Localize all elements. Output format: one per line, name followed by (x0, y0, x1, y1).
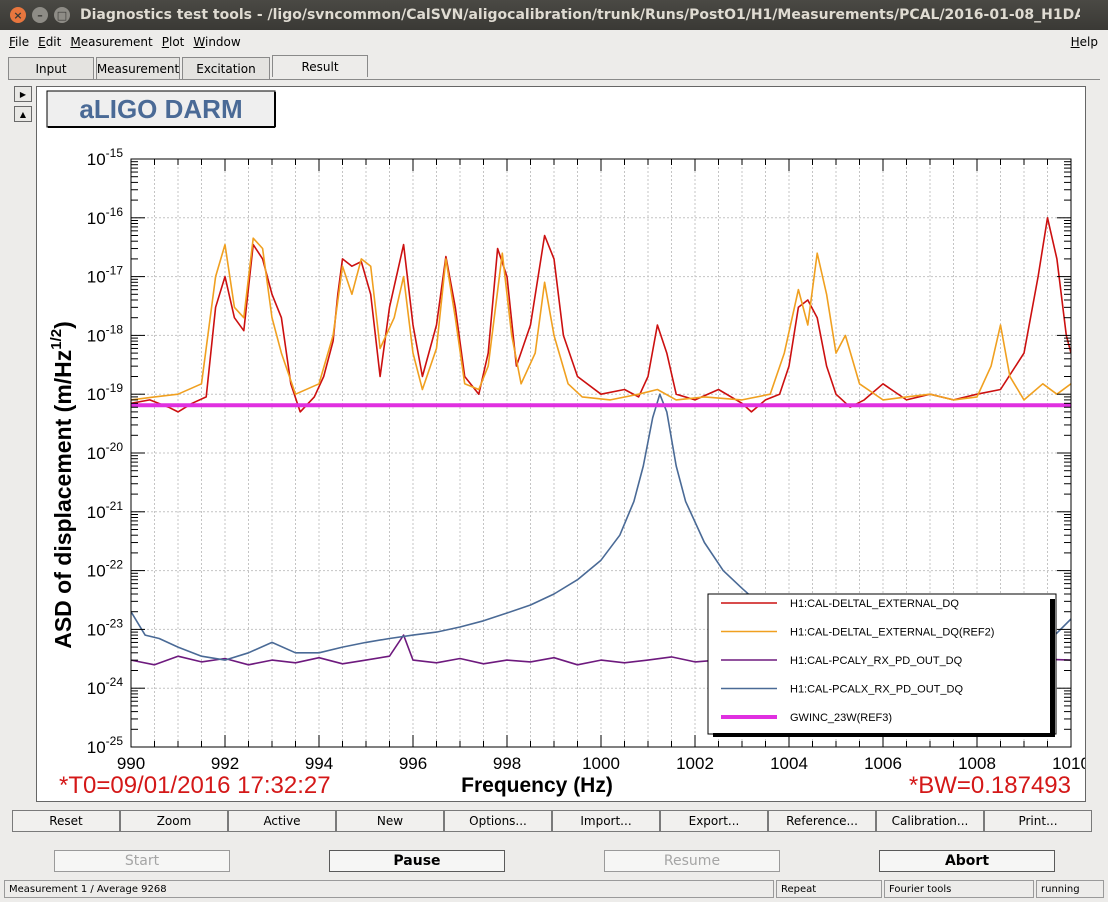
x-tick-label: 992 (211, 754, 239, 773)
window-title: Diagnostics test tools - /ligo/svncommon… (80, 7, 1080, 23)
x-tick-label: 1010 (1052, 754, 1085, 773)
legend-entry: H1:CAL-DELTAL_EXTERNAL_DQ (790, 598, 959, 610)
options-button[interactable]: Options... (444, 810, 552, 832)
zoom-button[interactable]: Zoom (120, 810, 228, 832)
status-tools: Fourier tools (884, 880, 1034, 898)
y-tick-label: 10-22 (87, 558, 124, 581)
y-tick-label: 10-15 (87, 146, 124, 169)
menu-bar: File Edit Measurement Plot Window Help (0, 30, 1108, 53)
t0-label: *T0=09/01/2016 17:32:27 (59, 772, 331, 799)
legend-entry: H1:CAL-PCALX_RX_PD_OUT_DQ (790, 684, 963, 696)
y-tick-label: 10-17 (87, 264, 124, 287)
plot-badge: aLIGO DARM (79, 94, 242, 124)
legend-box (707, 593, 1057, 735)
tab-input[interactable]: Input (8, 57, 94, 79)
y-tick-label: 10-20 (87, 440, 124, 463)
tab-measurement[interactable]: Measurement (96, 57, 180, 79)
maximize-icon[interactable]: □ (54, 7, 70, 23)
x-tick-label: 994 (305, 754, 333, 773)
export-button[interactable]: Export... (660, 810, 768, 832)
active-button[interactable]: Active (228, 810, 336, 832)
import-button[interactable]: Import... (552, 810, 660, 832)
y-axis-label-end: ) (50, 321, 76, 329)
abort-button[interactable]: Abort (879, 850, 1055, 872)
reference-button[interactable]: Reference... (768, 810, 876, 832)
new-button[interactable]: New (336, 810, 444, 832)
status-repeat: Repeat (776, 880, 882, 898)
x-tick-label: 1000 (582, 754, 620, 773)
status-measurement: Measurement 1 / Average 9268 (4, 880, 774, 898)
x-tick-label: 1002 (676, 754, 714, 773)
menu-help[interactable]: Help (1070, 34, 1098, 49)
plot-button-row: Reset Zoom Active New Options... Import.… (12, 810, 1096, 832)
title-bar: × – □ Diagnostics test tools - /ligo/svn… (0, 0, 1108, 30)
control-row: Start Pause Resume Abort (0, 850, 1108, 874)
x-tick-label: 990 (117, 754, 145, 773)
menu-window[interactable]: Window (193, 34, 241, 49)
y-axis-label: ASD of displacement (m/Hz1/2) (48, 321, 76, 649)
pause-button[interactable]: Pause (329, 850, 505, 872)
arrow-up-icon[interactable]: ▲ (14, 106, 32, 122)
y-tick-label: 10-16 (87, 205, 124, 228)
x-tick-label: 1008 (958, 754, 996, 773)
y-tick-label: 10-23 (87, 616, 124, 639)
tab-divider (8, 79, 1100, 80)
print-button[interactable]: Print... (984, 810, 1092, 832)
resume-button[interactable]: Resume (604, 850, 780, 872)
minimize-icon[interactable]: – (32, 7, 48, 23)
tab-result[interactable]: Result (272, 55, 368, 77)
series-line-1 (131, 237, 1071, 401)
x-axis-label: Frequency (Hz) (461, 774, 613, 797)
status-state: running (1036, 880, 1104, 898)
badge-box (46, 90, 276, 128)
y-tick-label: 10-21 (87, 499, 124, 522)
reset-button[interactable]: Reset (12, 810, 120, 832)
x-tick-label: 998 (493, 754, 521, 773)
bw-label: *BW=0.187493 (909, 772, 1071, 799)
x-tick-label: 1006 (864, 754, 902, 773)
y-tick-label: 10-18 (87, 322, 124, 345)
y-axis-label-sup: 1/2 (48, 329, 65, 350)
legend[interactable]: H1:CAL-DELTAL_EXTERNAL_DQ H1:CAL-DELTAL_E… (707, 593, 1057, 737)
ticks: 990 992 994 996 998 1000 1002 1004 1006 1008 1010 1… (87, 146, 1085, 773)
menu-file[interactable]: File (9, 34, 30, 49)
menu-plot[interactable]: Plot (161, 34, 185, 49)
y-tick-label: 10-24 (87, 675, 124, 698)
tab-bar: Input Measurement Excitation Result (8, 55, 370, 79)
start-button[interactable]: Start (54, 850, 230, 872)
close-icon[interactable]: × (10, 7, 26, 23)
legend-entry: H1:CAL-PCALY_RX_PD_OUT_DQ (790, 655, 963, 667)
y-tick-label: 10-19 (87, 381, 124, 404)
tab-excitation[interactable]: Excitation (182, 57, 270, 79)
x-tick-label: 996 (399, 754, 427, 773)
calibration-button[interactable]: Calibration... (876, 810, 984, 832)
menu-edit[interactable]: Edit (38, 34, 62, 49)
legend-entry: H1:CAL-DELTAL_EXTERNAL_DQ(REF2) (790, 627, 994, 639)
y-tick-label: 10-25 (87, 734, 124, 757)
y-axis-label-main: ASD of displacement (m/Hz (50, 350, 76, 649)
plot-pad[interactable]: 990 992 994 996 998 1000 1002 1004 1006 1008 1010 1… (36, 86, 1086, 802)
arrow-right-icon[interactable]: ▶ (14, 86, 32, 102)
legend-entry: GWINC_23W(REF3) (790, 712, 892, 724)
status-bar: Measurement 1 / Average 9268 Repeat Four… (0, 880, 1108, 900)
plot-canvas[interactable]: 990 992 994 996 998 1000 1002 1004 1006 1008 1010 1… (37, 87, 1085, 801)
menu-measurement[interactable]: Measurement (70, 34, 153, 49)
x-tick-label: 1004 (770, 754, 808, 773)
